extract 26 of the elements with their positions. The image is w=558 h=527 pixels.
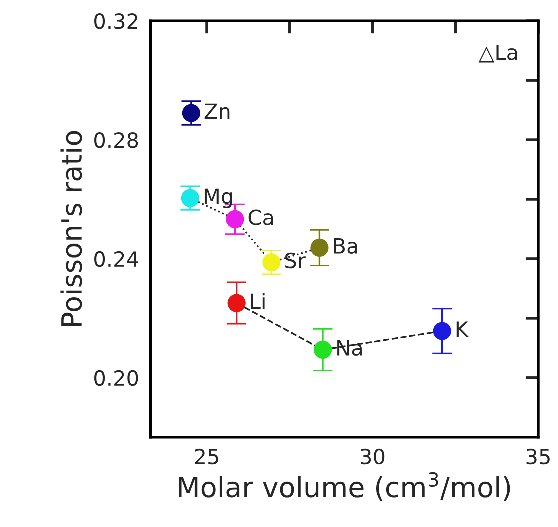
x-tick-label: 30 xyxy=(361,448,385,465)
y-tick-label: 0.24 xyxy=(94,251,138,268)
x-axis-title: Molar volume (cm$^{3}$/mol) xyxy=(179,472,510,502)
annotation: Ba xyxy=(334,238,358,254)
point xyxy=(314,340,332,360)
y-axis-title: Poisson's ratio xyxy=(60,131,82,326)
point xyxy=(433,322,452,340)
annotation: △La xyxy=(478,44,518,63)
annotation: Ca xyxy=(248,210,274,226)
annotation: Na xyxy=(338,340,362,356)
annotation: Sr xyxy=(286,252,306,269)
point xyxy=(181,189,200,208)
point xyxy=(262,253,281,272)
y-tick-label: 0.20 xyxy=(94,370,138,386)
annotation: Li xyxy=(251,293,265,310)
point xyxy=(182,104,200,122)
y-tick-label: 0.32 xyxy=(94,14,138,30)
annotation: Mg xyxy=(204,188,232,208)
point xyxy=(310,238,329,258)
y-tick-label: 0.28 xyxy=(94,132,138,148)
point xyxy=(228,294,246,312)
annotation: K xyxy=(456,322,469,337)
point xyxy=(226,210,244,228)
x-tick-label: 25 xyxy=(195,448,218,465)
x-tick-label: 35 xyxy=(526,448,550,465)
annotation: Zn xyxy=(204,104,230,120)
